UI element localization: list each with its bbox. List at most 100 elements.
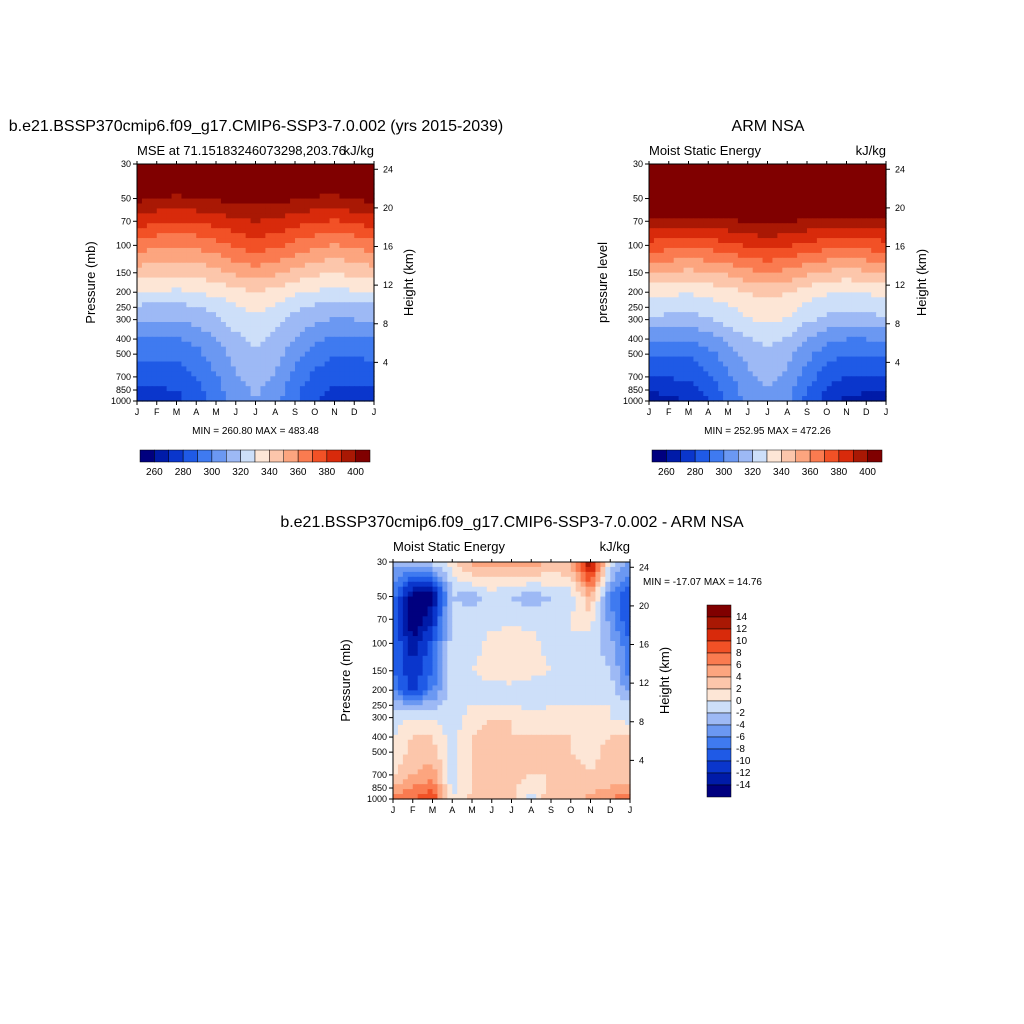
heatmap-cell [201, 356, 207, 363]
heatmap-cell [772, 346, 778, 353]
heatmap-cell [166, 331, 173, 338]
heatmap-cell [364, 391, 370, 397]
heatmap-cell [161, 396, 168, 402]
heatmap-cell [290, 262, 296, 269]
heatmap-cell [846, 238, 853, 244]
heatmap-cell [250, 371, 257, 377]
heatmap-cell [181, 312, 187, 318]
heatmap-cell [314, 307, 321, 313]
heatmap-cell [344, 356, 350, 363]
heatmap-cell [250, 361, 257, 368]
heatmap-cell [290, 351, 296, 358]
heatmap-cell [816, 252, 823, 259]
heatmap-cell [216, 307, 222, 313]
heatmap-cell [767, 302, 774, 308]
heatmap-cell [797, 391, 803, 397]
heatmap-cell [742, 376, 749, 382]
heatmap-cell [240, 267, 247, 274]
heatmap-cell [191, 247, 197, 254]
heatmap-cell [841, 233, 848, 239]
heatmap-cell [295, 336, 301, 343]
heatmap-cell [767, 193, 774, 200]
heatmap-cell [255, 267, 262, 274]
colorbar-swatch [824, 449, 840, 463]
heatmap-cell [747, 292, 754, 298]
heatmap-cell [265, 262, 271, 269]
heatmap-cell [245, 376, 252, 382]
heatmap-cell [472, 562, 478, 568]
heatmap-cell [275, 247, 281, 254]
heatmap-cell [151, 178, 158, 185]
heatmap-cell [767, 247, 774, 254]
heatmap-cell [767, 272, 774, 279]
heatmap-cell [280, 257, 286, 264]
heatmap-cell [772, 233, 778, 239]
heatmap-cell [354, 213, 360, 219]
heatmap-cell [299, 193, 306, 200]
heatmap-cell [683, 164, 690, 170]
heatmap-cell [747, 203, 754, 210]
heatmap-cell [309, 178, 316, 185]
heatmap-cell [732, 331, 739, 338]
heatmap-cell [708, 282, 714, 289]
heatmap-cell [354, 356, 360, 363]
heatmap-cell [319, 386, 326, 392]
heatmap-cell [225, 262, 232, 269]
heatmap-cell [275, 257, 281, 264]
heatmap-cell [772, 252, 778, 259]
heatmap-cell [280, 178, 286, 185]
heatmap-cell [861, 193, 867, 200]
heatmap-cell [752, 331, 759, 338]
heatmap-cell [871, 228, 877, 234]
heatmap-cell [235, 356, 242, 363]
heatmap-cell [364, 218, 370, 224]
heatmap-cell [290, 233, 296, 239]
heatmap-cell [369, 371, 375, 377]
heatmap-cell [777, 356, 783, 363]
heatmap-cell [309, 297, 316, 303]
heatmap-cell [703, 326, 709, 333]
heatmap-cell [881, 243, 887, 249]
heatmap-cell [295, 252, 301, 259]
heatmap-cell [166, 168, 173, 175]
heatmap-cell [201, 213, 207, 219]
heatmap-cell [777, 257, 783, 264]
heatmap-cell [713, 302, 719, 308]
heatmap-cell [235, 233, 242, 239]
heatmap-cell [658, 351, 665, 358]
heatmap-cell [876, 297, 882, 303]
heatmap-cell [329, 302, 336, 308]
heatmap-cell [668, 238, 675, 244]
heatmap-cell [846, 386, 853, 392]
heatmap-cell [171, 257, 178, 264]
heatmap-cell [881, 331, 887, 338]
heatmap-cell [703, 208, 709, 214]
chart-subtitle-left: Moist Static Energy [649, 143, 761, 158]
heatmap-cell [201, 203, 207, 210]
heatmap-cell [309, 173, 316, 180]
heatmap-cell [713, 396, 719, 402]
heatmap-cell [668, 386, 675, 392]
heatmap-cell [324, 371, 331, 377]
heatmap-cell [826, 208, 833, 214]
y-right-axis-label: Height (km) [401, 249, 416, 316]
heatmap-cell [295, 233, 301, 239]
heatmap-cell [881, 277, 887, 284]
heatmap-cell [364, 198, 370, 205]
heatmap-cell [216, 164, 222, 170]
heatmap-cell [811, 391, 818, 397]
heatmap-cell [141, 178, 148, 185]
heatmap-cell [137, 198, 143, 205]
heatmap-cell [245, 381, 252, 387]
heatmap-cell [762, 376, 769, 382]
heatmap-cell [653, 238, 660, 244]
heatmap-cell [211, 203, 217, 210]
heatmap-cell [703, 376, 709, 382]
heatmap-cell [698, 282, 704, 289]
heatmap-cell [265, 307, 271, 313]
heatmap-cell [295, 178, 301, 185]
heatmap-cell [211, 243, 217, 249]
heatmap-cell [841, 168, 848, 175]
heatmap-cell [137, 252, 143, 259]
heatmap-cell [364, 243, 370, 249]
